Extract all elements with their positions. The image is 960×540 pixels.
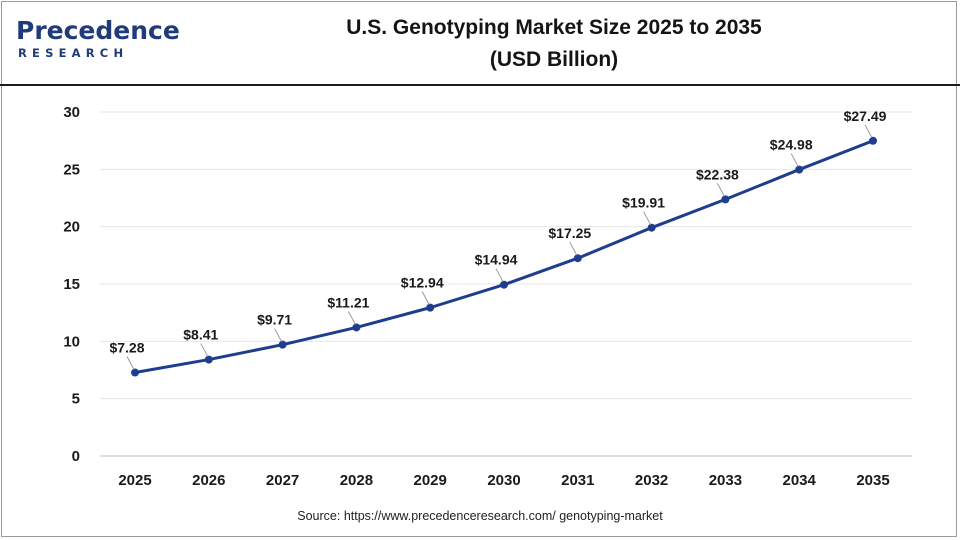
leader-line-2025 — [126, 356, 135, 370]
x-tick-label-2028: 2028 — [340, 472, 373, 489]
x-tick-label-2025: 2025 — [118, 472, 151, 489]
data-label-2026: $8.41 — [183, 327, 218, 343]
grid-lines — [100, 111, 912, 400]
x-tick-label-2026: 2026 — [192, 472, 225, 489]
data-label-2028: $11.21 — [327, 294, 369, 310]
leader-line-2033 — [716, 183, 725, 197]
data-label-2029: $12.94 — [401, 275, 444, 291]
y-tick-label-30: 30 — [63, 104, 80, 121]
leader-line-2030 — [495, 268, 504, 282]
data-point-2025 — [131, 368, 139, 377]
leader-line-2032 — [643, 211, 652, 225]
data-label-2032: $19.91 — [622, 195, 665, 211]
data-point-2029 — [426, 303, 435, 312]
leader-line-2026 — [200, 343, 209, 357]
leader-line-2028 — [347, 311, 356, 325]
y-tick-label-25: 25 — [63, 161, 80, 178]
data-label-2031: $17.25 — [548, 225, 591, 241]
chart-title-line-2: (USD Billion) — [489, 48, 619, 71]
data-point-2028 — [352, 323, 361, 332]
data-label-2034: $24.98 — [770, 137, 813, 153]
x-tick-label-2030: 2030 — [487, 472, 520, 489]
y-tick-label-10: 10 — [63, 333, 80, 350]
precedence-research-logo: Precedence RESEARCH — [16, 16, 180, 64]
leader-line-2027 — [274, 328, 283, 342]
data-point-2026 — [204, 355, 213, 364]
leader-line-2029 — [421, 291, 430, 305]
logo-brand-text: Precedence — [16, 16, 180, 45]
data-label-2027: $9.71 — [257, 312, 292, 328]
x-tick-label-2029: 2029 — [414, 472, 447, 489]
x-tick-label-2027: 2027 — [266, 472, 299, 489]
x-tick-label-2034: 2034 — [783, 472, 817, 489]
y-tick-label-15: 15 — [63, 276, 80, 293]
data-point-2032 — [647, 223, 656, 232]
leader-line-2031 — [569, 241, 578, 256]
y-tick-label-5: 5 — [72, 391, 80, 408]
chart-title: U.S. Genotyping Market Size 2025 to 2035… — [300, 12, 808, 76]
data-point-2027 — [278, 340, 287, 349]
data-point-2030 — [500, 280, 508, 289]
data-point-2035 — [869, 136, 877, 145]
x-tick-label-2032: 2032 — [635, 472, 668, 489]
source-note: Source: https://www.precedenceresearch.c… — [297, 509, 663, 523]
chart-title-line-1: U.S. Genotyping Market Size 2025 to 2035 — [346, 16, 762, 39]
leader-line-2034 — [790, 153, 799, 167]
leader-line-2035 — [864, 124, 873, 139]
chart-header: Precedence RESEARCH U.S. Genotyping Mark… — [0, 0, 960, 86]
data-labels: $7.28 $8.41 $9.71 $11.21 $12.94 $14.94 $17.25 $… — [109, 108, 887, 370]
y-tick-label-20: 20 — [63, 219, 80, 236]
data-points — [131, 136, 877, 377]
y-tick-label-0: 0 — [72, 448, 80, 465]
x-tick-label-2031: 2031 — [561, 472, 594, 489]
x-tick-label-2035: 2035 — [856, 472, 889, 489]
x-tick-label-2033: 2033 — [709, 472, 742, 489]
data-label-2030: $14.94 — [475, 252, 518, 268]
data-point-2031 — [573, 254, 582, 263]
logo-sub-text: RESEARCH — [18, 46, 129, 60]
data-label-2025: $7.28 — [109, 340, 144, 356]
data-point-2034 — [795, 165, 804, 174]
data-label-2033: $22.38 — [696, 166, 739, 182]
data-point-2033 — [721, 195, 730, 204]
data-label-2035: $27.49 — [844, 108, 887, 124]
